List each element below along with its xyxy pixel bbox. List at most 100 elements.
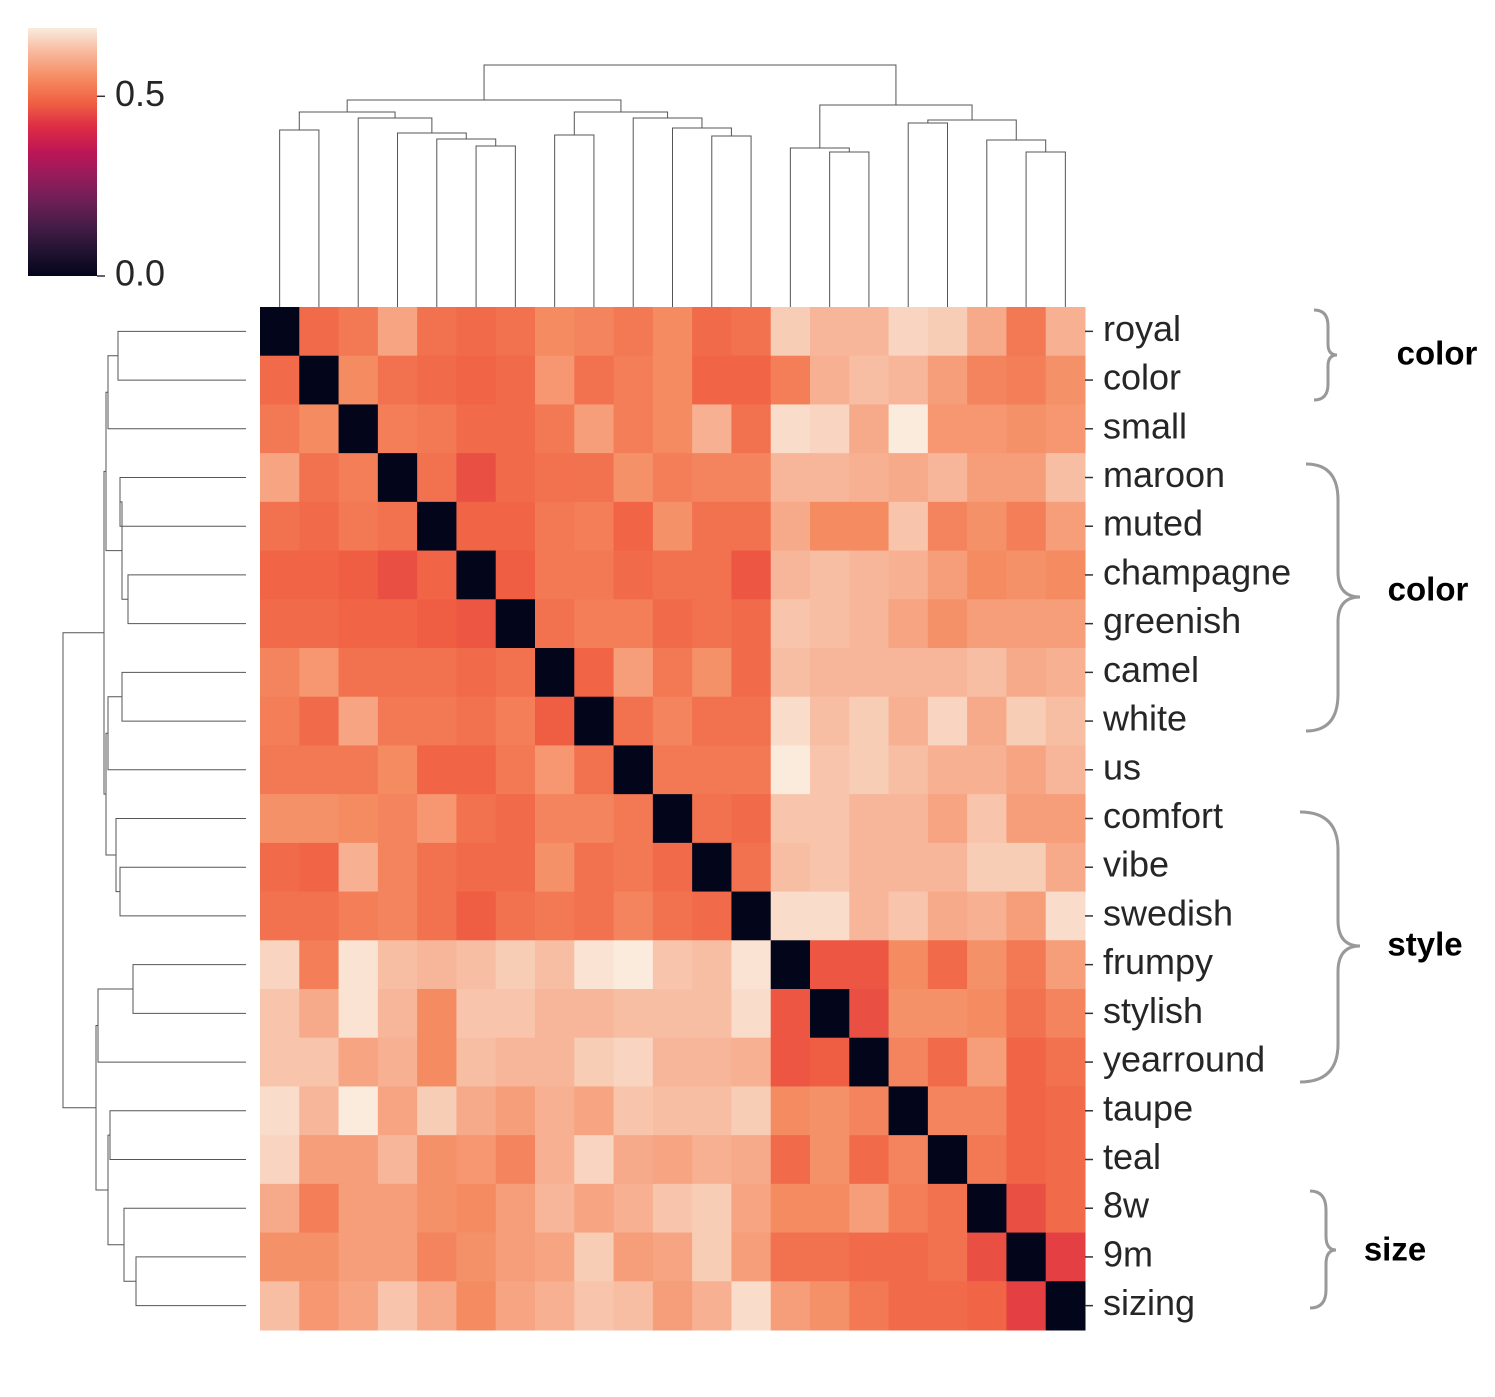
heatmap-cell	[849, 794, 890, 844]
heatmap-cell	[299, 550, 340, 600]
heatmap-cell	[338, 1232, 379, 1282]
heatmap-cell	[574, 599, 615, 649]
heatmap-cell	[613, 1281, 654, 1331]
heatmap-cell	[535, 453, 575, 503]
heatmap-cell	[810, 1135, 850, 1185]
heatmap-cell	[1006, 550, 1047, 600]
heatmap-cell	[927, 355, 968, 405]
heatmap-cell	[849, 1281, 890, 1331]
heatmap-cell	[927, 1232, 968, 1282]
heatmap-cell	[338, 989, 379, 1039]
heatmap-cell	[967, 745, 1007, 795]
heatmap-cell	[1045, 501, 1086, 552]
dendrogram-link	[711, 135, 752, 307]
heatmap-cell	[260, 501, 300, 552]
heatmap-cell	[652, 453, 693, 503]
heatmap-cell	[495, 1086, 536, 1136]
heatmap-cell	[260, 648, 300, 698]
heatmap-cell	[574, 842, 615, 893]
heatmap-cell	[770, 1037, 811, 1087]
heatmap-cell	[770, 599, 811, 649]
heatmap-cell	[849, 307, 890, 357]
heatmap-cell	[849, 1232, 890, 1282]
dendrogram-link	[554, 134, 595, 307]
heatmap-cell	[613, 648, 654, 698]
heatmap-cell	[574, 794, 615, 844]
heatmap-cell	[849, 1183, 890, 1234]
heatmap-cell	[770, 1232, 811, 1282]
heatmap-cell	[613, 453, 654, 503]
heatmap-cell	[731, 1232, 772, 1282]
heatmap-cell	[535, 550, 575, 600]
heatmap-cell	[692, 550, 732, 600]
heatmap-cell	[888, 1183, 929, 1234]
heatmap-cell	[652, 696, 693, 746]
heatmap-cell	[574, 696, 615, 746]
heatmap-cell	[377, 550, 418, 600]
heatmap-cell	[888, 745, 929, 795]
heatmap-cell	[417, 648, 457, 698]
heatmap-cell	[456, 1281, 497, 1331]
heatmap-cell	[299, 355, 340, 405]
dendrogram-link	[119, 477, 246, 527]
heatmap-cell	[495, 404, 536, 454]
heatmap-cell	[692, 745, 732, 795]
heatmap-cell	[377, 453, 418, 503]
heatmap-cell	[495, 842, 536, 893]
heatmap-cell	[299, 1086, 340, 1136]
y-tick-label: comfort	[1103, 795, 1223, 836]
heatmap-cell	[967, 1183, 1007, 1234]
heatmap-cell	[967, 1135, 1007, 1185]
heatmap-cell	[338, 891, 379, 941]
heatmap-cell	[1045, 1135, 1086, 1185]
dendrogram-link	[117, 330, 246, 381]
heatmap-cell	[849, 891, 890, 941]
heatmap-cell	[456, 404, 497, 454]
dendrogram-link	[115, 818, 246, 893]
heatmap-cell	[731, 453, 772, 503]
heatmap-cell	[810, 1037, 850, 1087]
heatmap-cell	[417, 1086, 457, 1136]
heatmap-cell	[574, 989, 615, 1039]
heatmap-cell	[456, 453, 497, 503]
heatmap-cell	[574, 404, 615, 454]
heatmap-cell	[613, 307, 654, 357]
heatmap-cell	[535, 355, 575, 405]
heatmap-cell	[260, 1281, 300, 1331]
colorbar-tick-label: 0.0	[115, 253, 165, 294]
heatmap-cell	[888, 404, 929, 454]
heatmap-cell	[692, 989, 732, 1039]
heatmap-cell	[849, 842, 890, 893]
heatmap-cell	[535, 1086, 575, 1136]
heatmap-cell	[456, 842, 497, 893]
heatmap-cell	[849, 989, 890, 1039]
heatmap-cell	[1006, 696, 1047, 746]
y-tick-label: 8w	[1103, 1185, 1150, 1226]
heatmap-cell	[770, 745, 811, 795]
heatmap-cell	[299, 842, 340, 893]
heatmap-cell	[1045, 1086, 1086, 1136]
heatmap-cell	[338, 1037, 379, 1087]
heatmap-cell	[810, 696, 850, 746]
heatmap-cell	[967, 404, 1007, 454]
heatmap-cell	[849, 1086, 890, 1136]
heatmap-cell	[652, 1183, 693, 1234]
heatmap-cell	[652, 1232, 693, 1282]
heatmap-cell	[495, 1183, 536, 1234]
heatmap-cell	[299, 1135, 340, 1185]
heatmap-cell	[495, 1135, 536, 1185]
heatmap-cell	[927, 745, 968, 795]
heatmap-cell	[299, 794, 340, 844]
heatmap-cell	[299, 989, 340, 1039]
heatmap-cell	[613, 1135, 654, 1185]
heatmap-cell	[692, 355, 732, 405]
heatmap-cell	[927, 307, 968, 357]
group-label: color	[1388, 571, 1469, 608]
heatmap-cell	[731, 1183, 772, 1234]
dendrogram-link	[121, 671, 246, 722]
heatmap-cell	[810, 1281, 850, 1331]
heatmap-cell	[260, 1183, 300, 1234]
heatmap-cell	[260, 1232, 300, 1282]
heatmap-cell	[417, 794, 457, 844]
heatmap-cell	[1045, 989, 1086, 1039]
